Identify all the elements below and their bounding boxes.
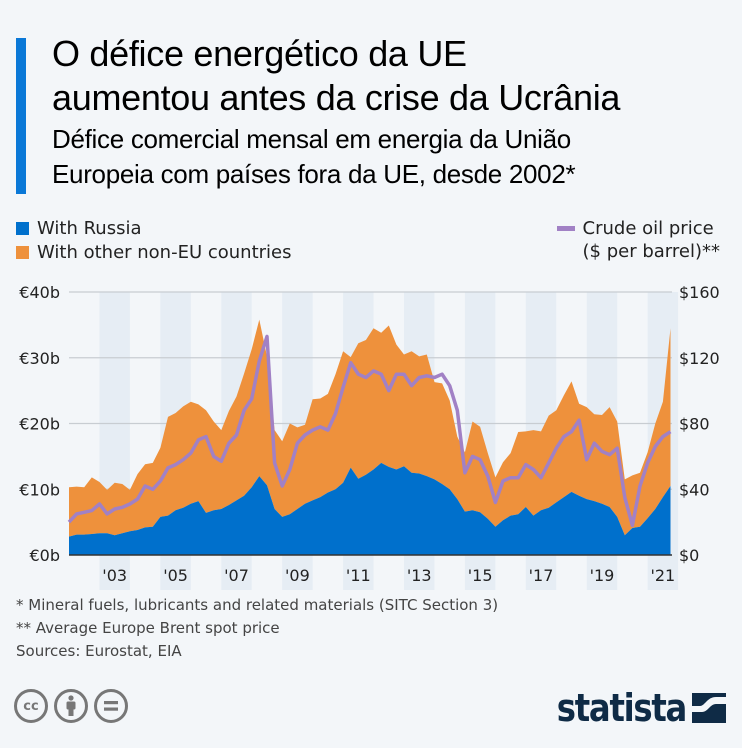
- y-tick-label-left: €10b: [19, 480, 60, 499]
- y-tick-label-left: €30b: [19, 349, 60, 368]
- y-tick-label-left: €0b: [29, 546, 60, 565]
- subtitle-line-2: Europeia com países fora da UE, desde 20…: [52, 159, 576, 189]
- x-tick-label: '19: [590, 566, 615, 585]
- person-glyph: [66, 695, 76, 716]
- x-tick-label: '07: [224, 566, 249, 585]
- legend-left: With Russia With other non-EU countries: [16, 216, 292, 264]
- logo-wordmark: statista: [556, 686, 688, 730]
- chart-subtitle: Défice comercial mensal em energia da Un…: [52, 122, 576, 192]
- footnote-1: * Mineral fuels, lubricants and related …: [16, 596, 499, 614]
- chart-svg: '03 '05 '07 '09 '11 '13 '15 '17 '19 '21 €0b €10b €20…: [19, 283, 720, 590]
- no-derivatives-icon[interactable]: [94, 689, 128, 723]
- legend-item-other: With other non-EU countries: [16, 240, 292, 264]
- chart-title: O défice energético da UE aumentou antes…: [52, 32, 620, 120]
- area-series: [69, 319, 671, 555]
- legend-item-russia: With Russia: [16, 216, 292, 240]
- y-tick-label-right: $120: [679, 349, 720, 368]
- legend-item-oil: Crude oil price: [556, 216, 720, 240]
- x-tick-label: '09: [285, 566, 310, 585]
- x-tick-label: '13: [407, 566, 432, 585]
- title-accent-bar: [16, 38, 26, 194]
- legend-label-russia: With Russia: [37, 217, 142, 239]
- legend-label-other: With other non-EU countries: [37, 241, 292, 263]
- footnote-2: ** Average Europe Brent spot price: [16, 619, 280, 637]
- area-other-non-eu: [69, 319, 671, 537]
- axes: '03 '05 '07 '09 '11 '13 '15 '17 '19 '21 €0b €10b €20…: [19, 283, 719, 585]
- title-line-2: aumentou antes da crise da Ucrânia: [52, 77, 621, 118]
- attribution-icon[interactable]: [54, 689, 88, 723]
- legend-label-oil-2: ($ per barrel)**: [582, 241, 720, 262]
- oil-line-series: [67, 334, 672, 528]
- license-icons: cc: [14, 689, 128, 723]
- y-tick-label-right: $40: [679, 480, 710, 499]
- y-tick-label-right: $0: [679, 546, 699, 565]
- x-tick-label: '05: [163, 566, 188, 585]
- y-tick-label-left: €20b: [19, 415, 60, 434]
- oil-price-line: [67, 334, 672, 528]
- subtitle-line-1: Défice comercial mensal em energia da Un…: [52, 124, 571, 154]
- title-line-1: O défice energético da UE: [52, 33, 467, 74]
- y-tick-label-right: $80: [679, 415, 710, 434]
- y-tick-label-left: €40b: [19, 283, 60, 302]
- x-tick-label: '03: [102, 566, 127, 585]
- footnotes: * Mineral fuels, lubricants and related …: [16, 594, 498, 663]
- russia-swatch-icon: [16, 221, 29, 235]
- x-tick-label: '15: [468, 566, 493, 585]
- cc-label: cc: [23, 698, 39, 714]
- x-tick-label: '21: [650, 566, 675, 585]
- legend-right: Crude oil price ($ per barrel)**: [556, 216, 720, 264]
- sources: Sources: Eurostat, EIA: [16, 642, 182, 660]
- cc-icon[interactable]: cc: [14, 689, 48, 723]
- area-russia: [69, 462, 671, 555]
- x-tick-label: '17: [529, 566, 554, 585]
- equals-glyph: [104, 701, 118, 711]
- statista-mark-icon: [692, 693, 726, 723]
- other-swatch-icon: [16, 245, 29, 259]
- statista-logo[interactable]: statista: [534, 686, 726, 730]
- oil-line-swatch-icon: [556, 225, 575, 231]
- legend-label-oil-1: Crude oil price: [582, 217, 714, 239]
- y-tick-label-right: $160: [679, 283, 720, 302]
- x-tick-label: '11: [346, 566, 371, 585]
